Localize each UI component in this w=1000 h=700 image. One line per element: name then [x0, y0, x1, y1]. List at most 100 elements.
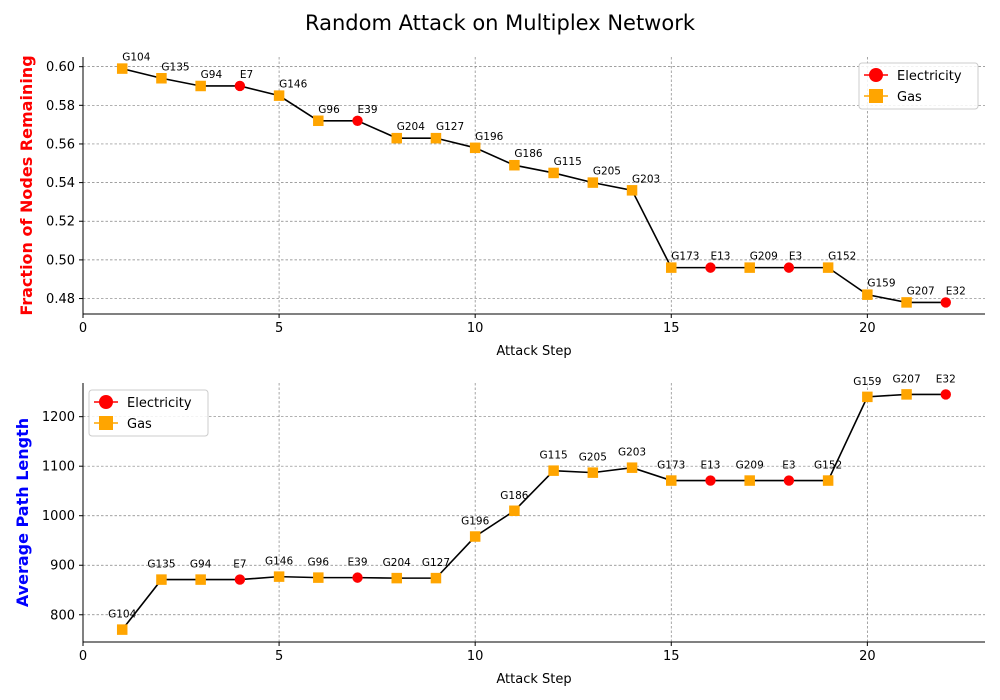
point-label-G146: G146 — [265, 556, 293, 568]
marker-gas-0 — [116, 624, 128, 635]
y-tick-label: 0.56 — [46, 137, 75, 152]
y-axis-label: Average Path Length — [13, 418, 32, 607]
legend: Electricity Gas — [88, 389, 209, 437]
point-label-G186: G186 — [514, 148, 542, 160]
x-tick-label: 15 — [663, 321, 680, 336]
marker-electricity-6 — [352, 115, 363, 126]
series-line — [122, 67, 946, 304]
figure-title: Random Attack on Multiplex Network — [305, 11, 696, 35]
point-label-E13: E13 — [700, 460, 720, 472]
point-label-G209: G209 — [750, 251, 778, 263]
marker-gas-10 — [509, 159, 520, 171]
marker-gas-13 — [626, 462, 638, 473]
marker-gas-19 — [862, 289, 873, 300]
marker-gas-12 — [587, 177, 599, 188]
marker-gas-1 — [156, 574, 167, 585]
marker-electricity-3 — [234, 574, 246, 585]
point-label-G115: G115 — [554, 156, 582, 168]
marker-gas-16 — [744, 475, 755, 486]
y-axis-label: Fraction of Nodes Remaining — [17, 55, 36, 315]
marker-gas-1 — [156, 73, 167, 84]
legend-marker-gas — [99, 416, 113, 430]
y-tick-label: 0.48 — [46, 292, 75, 307]
x-tick-label: 15 — [663, 649, 680, 664]
point-label-G207: G207 — [892, 373, 920, 385]
point-label-G94: G94 — [190, 559, 212, 571]
marker-gas-14 — [666, 262, 677, 273]
marker-gas-18 — [822, 262, 834, 273]
marker-electricity-21 — [940, 297, 951, 308]
point-label-G205: G205 — [593, 166, 621, 178]
y-tick-label: 0.54 — [46, 176, 75, 191]
point-label-G146: G146 — [279, 79, 307, 91]
point-label-G173: G173 — [671, 251, 699, 263]
point-label-G203: G203 — [618, 447, 646, 459]
marker-gas-20 — [901, 297, 912, 308]
marker-electricity-3 — [234, 80, 246, 92]
marker-gas-5 — [313, 572, 324, 583]
legend: Electricity Gas — [858, 62, 979, 110]
point-label-G207: G207 — [907, 285, 935, 297]
marker-gas-19 — [862, 391, 873, 403]
point-label-E7: E7 — [240, 69, 253, 81]
marker-gas-8 — [430, 572, 442, 584]
y-tick-label: 0.58 — [46, 99, 75, 114]
y-tick-label: 800 — [50, 608, 75, 623]
marker-gas-7 — [391, 572, 402, 584]
marker-gas-2 — [195, 574, 206, 585]
y-tick-label: 0.50 — [46, 253, 75, 268]
point-label-G127: G127 — [436, 121, 464, 133]
y-tick-label: 1100 — [42, 460, 75, 475]
marker-gas-14 — [666, 475, 677, 486]
point-label-G209: G209 — [736, 460, 764, 472]
legend-label-gas: Gas — [127, 417, 152, 432]
x-axis-label: Attack Step — [496, 672, 571, 687]
point-label-G96: G96 — [308, 557, 330, 569]
marker-gas-10 — [509, 505, 520, 517]
point-label-E13: E13 — [710, 251, 730, 263]
x-tick-label: 10 — [467, 321, 484, 336]
point-label-G205: G205 — [579, 452, 607, 464]
marker-gas-4 — [273, 571, 285, 582]
x-tick-label: 0 — [79, 649, 87, 664]
series-line — [121, 393, 946, 631]
point-label-E39: E39 — [348, 557, 368, 569]
point-label-G173: G173 — [657, 460, 685, 472]
subplot-1: 0 5 10 15 20 0.48 0.50 0.52 0.54 0.56 0.58 0.60 Atta… — [17, 52, 985, 359]
marker-gas-7 — [391, 132, 402, 144]
legend-label-electricity: Electricity — [127, 396, 192, 411]
point-label-G203: G203 — [632, 173, 660, 185]
marker-electricity-21 — [940, 389, 951, 400]
marker-electricity-15 — [705, 475, 716, 486]
marker-electricity-17 — [783, 262, 795, 273]
legend-label-gas: Gas — [897, 90, 922, 105]
x-tick-label: 0 — [79, 321, 87, 336]
point-label-E3: E3 — [789, 251, 802, 263]
marker-gas-9 — [469, 142, 481, 154]
legend-box — [858, 62, 979, 110]
marker-gas-16 — [744, 262, 755, 273]
marker-gas-18 — [822, 475, 834, 486]
point-label-G159: G159 — [867, 278, 895, 290]
point-label-G135: G135 — [161, 61, 189, 73]
marker-gas-11 — [548, 465, 559, 476]
point-label-E39: E39 — [358, 104, 378, 116]
legend-marker-gas — [869, 89, 883, 103]
marker-gas-9 — [469, 531, 481, 542]
marker-gas-0 — [116, 63, 128, 74]
x-tick-label: 10 — [467, 649, 484, 664]
point-label-G135: G135 — [147, 559, 175, 571]
y-tick-label: 1200 — [42, 410, 75, 425]
point-label-G159: G159 — [853, 376, 881, 388]
point-label-G152: G152 — [814, 460, 842, 472]
point-label-G127: G127 — [422, 557, 450, 569]
y-tick-label: 0.60 — [46, 60, 75, 75]
x-tick-label: 20 — [859, 649, 876, 664]
point-label-E32: E32 — [946, 285, 966, 297]
marker-gas-8 — [430, 132, 442, 144]
marker-electricity-17 — [783, 475, 795, 486]
marker-gas-4 — [273, 90, 285, 101]
point-label-E32: E32 — [936, 373, 956, 385]
